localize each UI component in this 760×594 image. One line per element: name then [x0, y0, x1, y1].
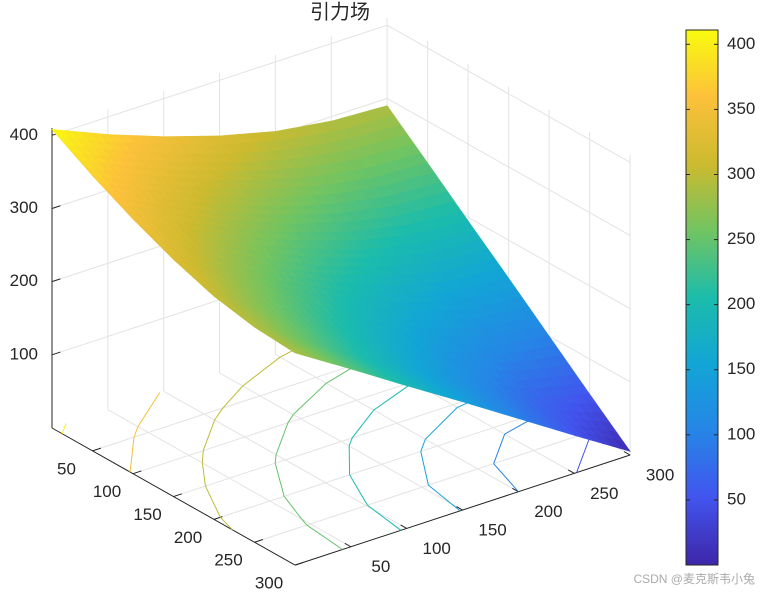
- y-tick: [92, 447, 102, 452]
- grid-line: [254, 431, 590, 543]
- x-tick: [344, 542, 352, 548]
- grid-line: [173, 385, 509, 498]
- z-tick: [51, 205, 61, 209]
- y-tick: [294, 561, 304, 566]
- z-tick-label: 100: [10, 344, 38, 363]
- contour-line: [61, 423, 67, 434]
- x-tick: [623, 451, 631, 456]
- y-tick: [254, 539, 264, 543]
- colorbar: [685, 29, 719, 566]
- x-tick-label: 300: [646, 465, 674, 484]
- y-tick-label: 200: [174, 528, 202, 547]
- grid-line: [51, 24, 388, 136]
- grid-line: [386, 97, 631, 236]
- watermark: CSDN @麦克斯韦小兔: [633, 571, 755, 586]
- y-tick-label: 300: [255, 574, 283, 593]
- chart-title: 引力场: [310, 0, 370, 23]
- y-tick: [132, 470, 142, 475]
- colorbar-tick-label: 50: [727, 489, 746, 508]
- x-tick: [567, 469, 575, 474]
- surface-patch: [288, 348, 305, 356]
- y-tick-label: 50: [57, 459, 76, 478]
- y-tick: [213, 516, 223, 520]
- x-tick-label: 100: [423, 539, 451, 558]
- y-tick-label: 100: [93, 482, 121, 501]
- x-tick-label: 250: [590, 484, 618, 503]
- colorbar-tick-label: 400: [727, 34, 755, 53]
- x-tick-label: 150: [478, 521, 506, 540]
- colorbar-tick-label: 200: [727, 294, 755, 313]
- x-tick: [400, 524, 407, 529]
- y-tick-label: 250: [214, 551, 242, 570]
- colorbar-tick-label: 250: [727, 229, 755, 248]
- contour-line: [201, 345, 302, 531]
- grid-line: [386, 24, 631, 163]
- x-tick-label: 50: [371, 557, 390, 576]
- grid-line: [213, 408, 550, 520]
- contour-line: [129, 392, 161, 473]
- colorbar-tick-label: 150: [727, 359, 755, 378]
- z-tick: [51, 278, 61, 283]
- z-tick-label: 400: [10, 125, 38, 144]
- z-tick-label: 300: [10, 198, 38, 217]
- colorbar-tick-label: 350: [727, 99, 755, 118]
- y-tick-label: 150: [133, 505, 161, 524]
- z-tick-label: 200: [10, 271, 38, 290]
- y-tick: [173, 493, 183, 498]
- colorbar-tick-label: 300: [727, 164, 755, 183]
- z-tick: [51, 351, 61, 356]
- colorbar-tick-label: 100: [727, 424, 755, 443]
- x-tick-label: 200: [534, 502, 562, 521]
- x-tick: [456, 506, 463, 511]
